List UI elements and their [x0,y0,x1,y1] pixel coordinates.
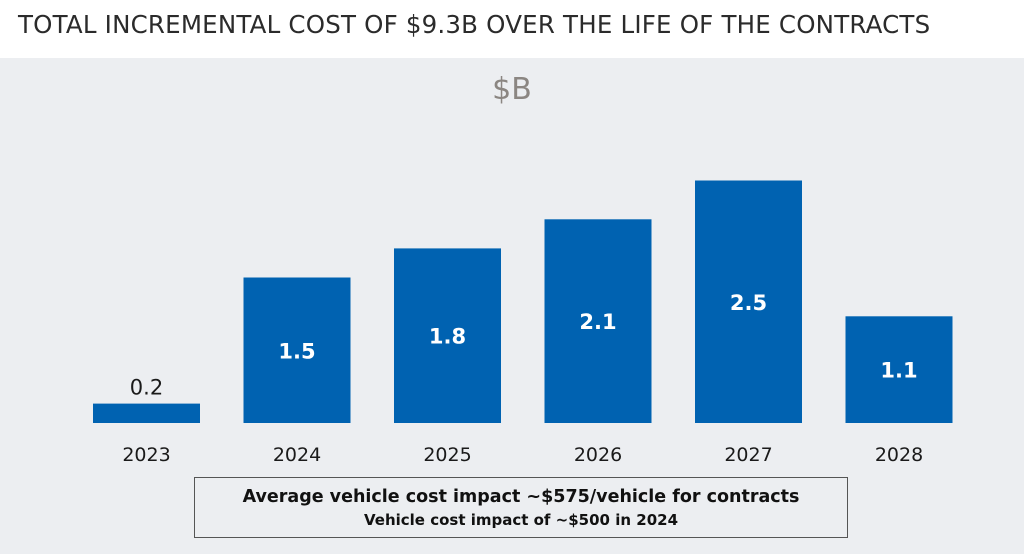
category-label-2026: 2026 [574,444,622,466]
category-label-2024: 2024 [273,444,321,466]
chart-title: TOTAL INCREMENTAL COST OF $9.3B OVER THE… [18,10,931,39]
category-label-2025: 2025 [423,444,471,466]
bar-2023 [93,403,200,423]
unit-label: $B [492,72,532,107]
bar-2028 [845,316,953,423]
category-label-2027: 2027 [724,444,772,466]
title-bar: TOTAL INCREMENTAL COST OF $9.3B OVER THE… [0,0,1024,58]
note-line-1: Average vehicle cost impact ~$575/vehicl… [242,487,800,507]
chart-panel [0,58,1024,554]
note-box: Average vehicle cost impact ~$575/vehicl… [194,477,848,538]
bar-2024 [243,277,351,423]
value-label-2024: 1.5 [278,339,315,363]
value-label-2028: 1.1 [880,359,917,383]
category-label-2023: 2023 [122,444,170,466]
bar-2027 [695,180,802,423]
value-label-2023: 0.2 [130,376,163,400]
value-label-2025: 1.8 [429,325,466,349]
category-label-2028: 2028 [875,444,923,466]
value-label-2027: 2.5 [730,291,767,315]
bar-2025 [394,248,501,423]
bar-2026 [544,219,652,423]
note-line-2: Vehicle cost impact of ~$500 in 2024 [363,511,679,529]
value-label-2026: 2.1 [579,310,616,334]
